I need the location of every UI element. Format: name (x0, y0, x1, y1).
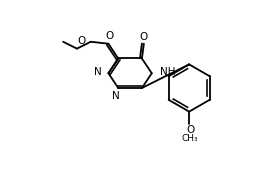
Text: N: N (112, 91, 120, 101)
Text: O: O (186, 125, 194, 135)
Text: NH: NH (160, 67, 175, 77)
Text: O: O (140, 32, 148, 42)
Text: O: O (105, 31, 114, 41)
Text: CH₃: CH₃ (182, 134, 198, 143)
Text: N: N (94, 67, 102, 77)
Text: O: O (78, 36, 86, 46)
